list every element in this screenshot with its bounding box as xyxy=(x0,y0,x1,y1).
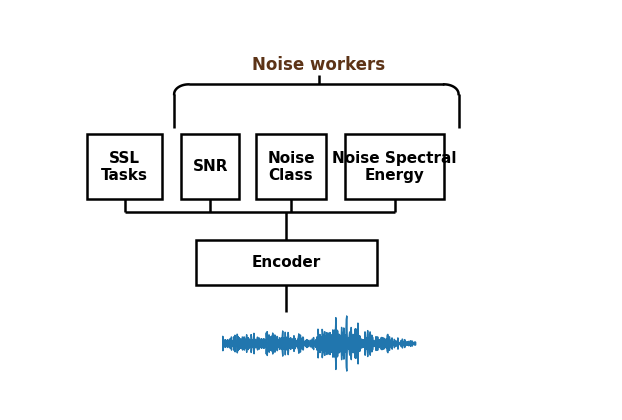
FancyBboxPatch shape xyxy=(256,134,326,199)
Text: SSL
Tasks: SSL Tasks xyxy=(101,151,148,183)
Text: Noise
Class: Noise Class xyxy=(267,151,315,183)
Text: Noise workers: Noise workers xyxy=(252,56,386,74)
Text: SNR: SNR xyxy=(193,159,228,174)
Text: Encoder: Encoder xyxy=(252,255,321,270)
FancyBboxPatch shape xyxy=(345,134,444,199)
FancyBboxPatch shape xyxy=(196,239,377,285)
Text: Noise Spectral
Energy: Noise Spectral Energy xyxy=(332,151,457,183)
FancyBboxPatch shape xyxy=(87,134,162,199)
FancyBboxPatch shape xyxy=(182,134,239,199)
